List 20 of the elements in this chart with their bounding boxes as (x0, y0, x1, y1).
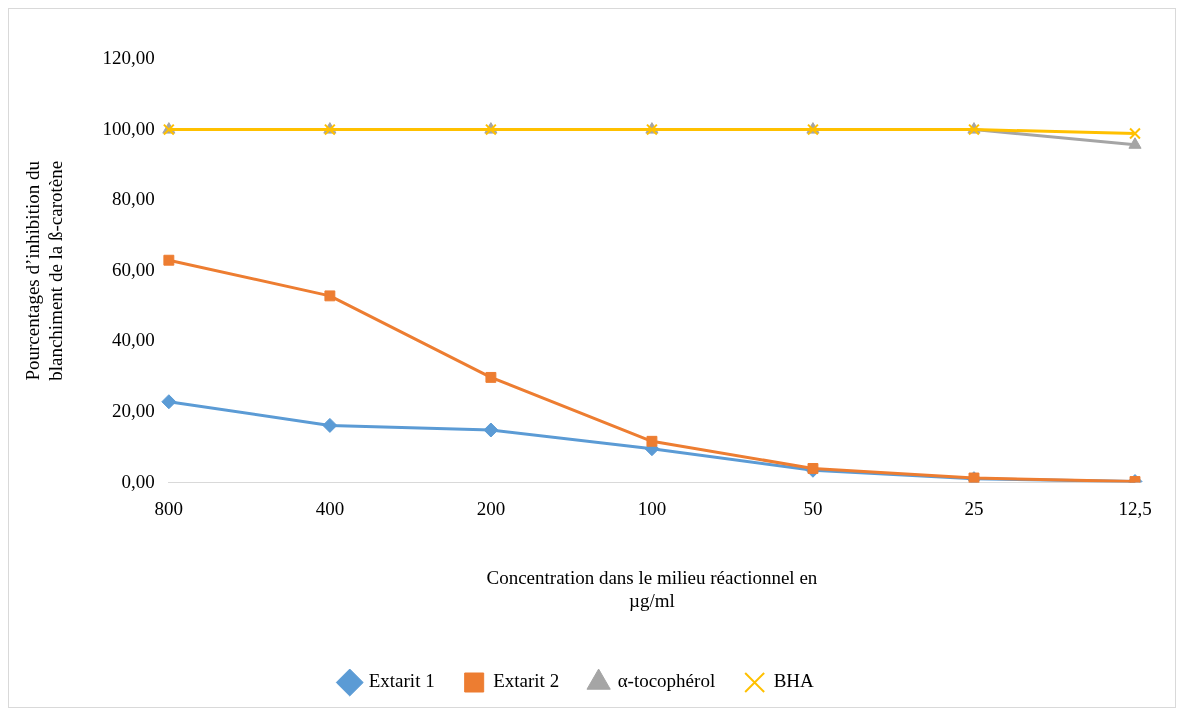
y-tick-label: 120,00 (102, 46, 155, 68)
y-tick-label: 60,00 (112, 258, 155, 280)
x-tick-label: 12,5 (1118, 497, 1152, 519)
y-tick-label: 80,00 (112, 188, 155, 210)
legend-label: α-tocophérol (617, 670, 716, 692)
y-tick-label: 0,00 (121, 470, 155, 492)
y-tick-label: 20,00 (112, 399, 155, 421)
x-tick-label: 50 (803, 497, 823, 519)
x-tick-label: 25 (964, 497, 984, 519)
legend-label: Extarit 1 (368, 670, 435, 692)
y-tick-label: 100,00 (102, 117, 155, 139)
y-tick-label: 40,00 (112, 329, 155, 351)
x-axis-title: Concentration dans le milieu réactionnel en µg/ml (486, 566, 818, 611)
x-tick-label: 100 (637, 497, 667, 519)
x-tick-label: 400 (315, 497, 345, 519)
legend-label: Extarit 2 (493, 670, 560, 692)
y-axis-title: Pourcentages d’inhibition du blanchiment de la ß-carotène (22, 160, 67, 381)
x-tick-label: 800 (154, 497, 184, 519)
legend-label: BHA (773, 670, 815, 692)
x-tick-label: 200 (476, 497, 506, 519)
